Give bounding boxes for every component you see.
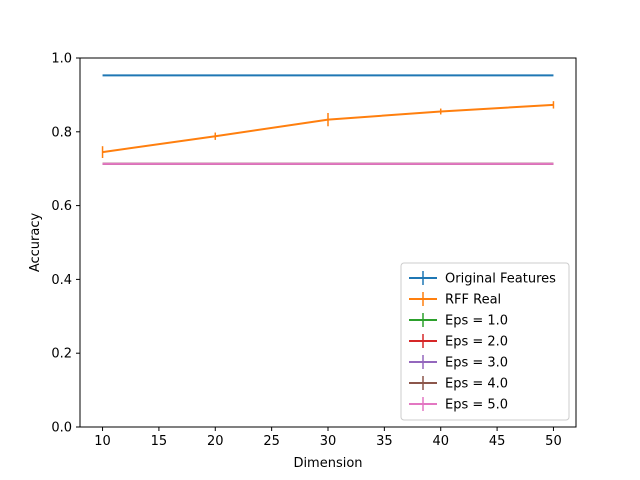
legend-item: Eps = 3.0	[409, 355, 508, 371]
legend-item: Eps = 5.0	[409, 397, 508, 413]
legend-label: Eps = 2.0	[445, 335, 508, 350]
x-axis: 10 15 20 25 30 35 40 45 50	[94, 427, 562, 449]
legend-box	[400, 262, 570, 421]
y-axis-label: Accuracy	[28, 213, 43, 273]
series-rff-real	[101, 101, 555, 158]
legend-label: RFF Real	[445, 293, 501, 308]
legend-item: RFF Real	[409, 292, 501, 308]
legend-label: Eps = 1.0	[445, 314, 508, 329]
y-tick-label: 0.4	[51, 273, 72, 288]
x-tick-label: 30	[320, 434, 337, 449]
x-tick-label: 25	[263, 434, 280, 449]
x-tick-label: 50	[545, 434, 562, 449]
y-tick-label: 0.8	[51, 125, 72, 140]
legend: Original Features RFF Real Eps = 1.0 Eps = …	[400, 262, 570, 421]
x-tick-label: 35	[376, 434, 393, 449]
legend-label: Eps = 4.0	[445, 377, 508, 392]
x-tick-label: 10	[94, 434, 111, 449]
y-tick-label: 0.6	[51, 199, 72, 214]
y-tick-label: 0.2	[51, 347, 72, 362]
series-layer	[101, 74, 555, 165]
legend-label: Eps = 3.0	[445, 356, 508, 371]
x-tick-label: 40	[432, 434, 449, 449]
legend-item: Original Features	[409, 271, 556, 287]
x-tick-label: 45	[489, 434, 506, 449]
x-tick-label: 20	[207, 434, 224, 449]
y-axis: 0.0 0.2 0.4 0.6 0.8 1.0	[51, 52, 80, 436]
legend-item: Eps = 1.0	[409, 313, 508, 329]
x-axis-label: Dimension	[293, 456, 362, 471]
legend-label: Original Features	[445, 272, 556, 287]
legend-item: Eps = 4.0	[409, 376, 508, 392]
legend-item: Eps = 2.0	[409, 334, 508, 350]
x-tick-label: 15	[151, 434, 168, 449]
legend-label: Eps = 5.0	[445, 398, 508, 413]
y-tick-label: 1.0	[51, 52, 72, 67]
y-tick-label: 0.0	[51, 421, 72, 436]
